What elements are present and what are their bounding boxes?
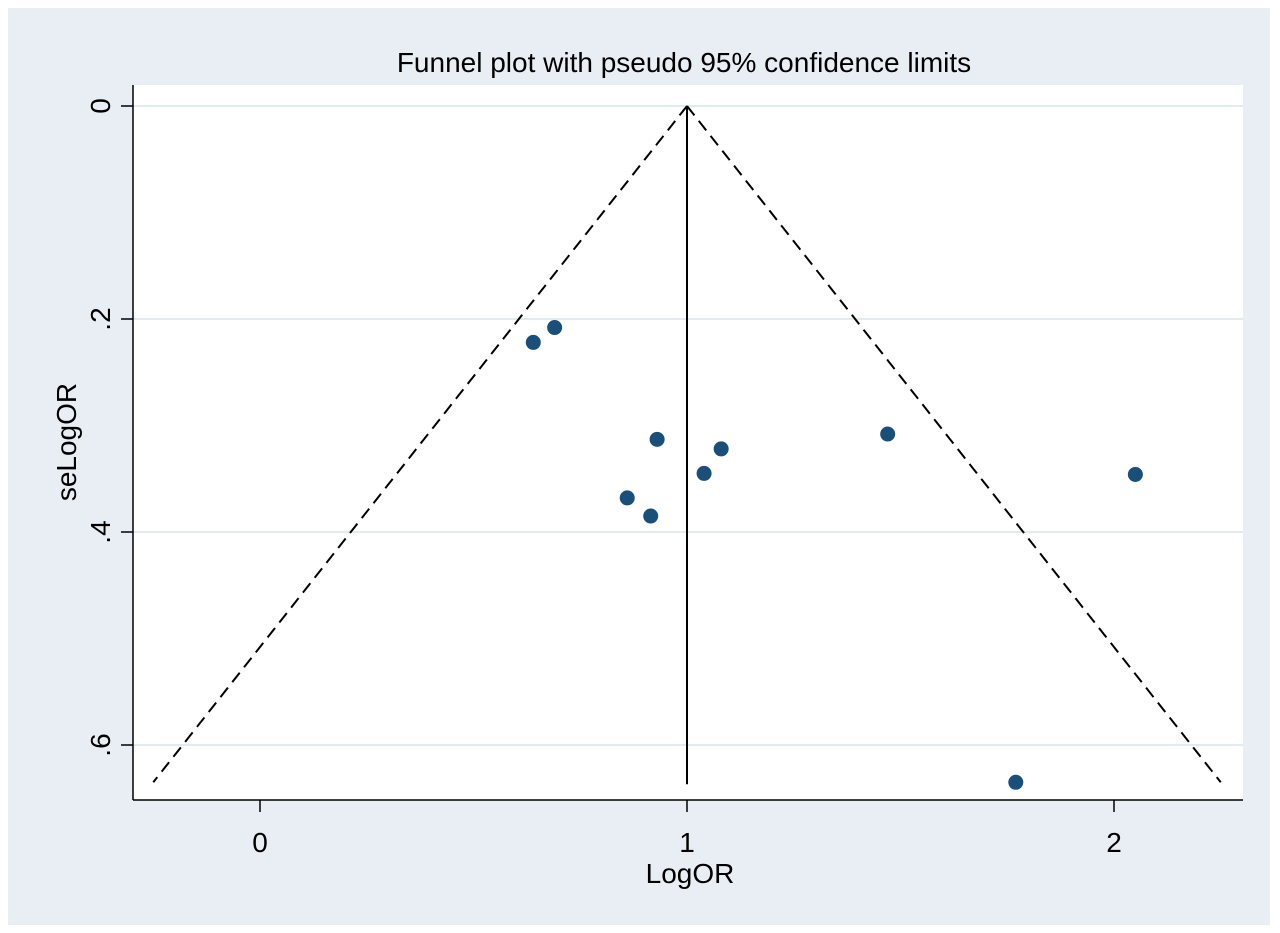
x-tick-label: 1 — [679, 827, 695, 858]
y-tick-label: 0 — [85, 98, 116, 114]
tick-labels: 0 .2 .4 .6 0 1 2 — [85, 98, 1122, 858]
data-point — [649, 431, 665, 447]
x-axis-title: LogOR — [646, 858, 735, 889]
x-tick-label: 0 — [252, 827, 268, 858]
data-point — [880, 426, 896, 442]
funnel-lines — [152, 105, 1222, 785]
y-axis-title: seLogOR — [51, 383, 82, 501]
data-point — [696, 465, 712, 481]
data-point — [619, 490, 635, 506]
data-point — [1127, 466, 1143, 482]
y-tick-label: .4 — [85, 520, 116, 543]
data-points — [525, 320, 1143, 790]
data-point — [547, 320, 563, 336]
y-tick-label: .2 — [85, 307, 116, 330]
lower-confidence-limit-line — [152, 105, 688, 783]
x-tick-label: 2 — [1106, 827, 1122, 858]
data-point — [713, 441, 729, 457]
data-point — [643, 508, 659, 524]
axes — [121, 85, 1243, 812]
upper-confidence-limit-line — [686, 105, 1222, 783]
data-point — [1008, 774, 1024, 790]
y-tick-label: .6 — [85, 733, 116, 756]
chart-title: Funnel plot with pseudo 95% confidence l… — [397, 47, 971, 78]
data-point — [525, 334, 541, 350]
